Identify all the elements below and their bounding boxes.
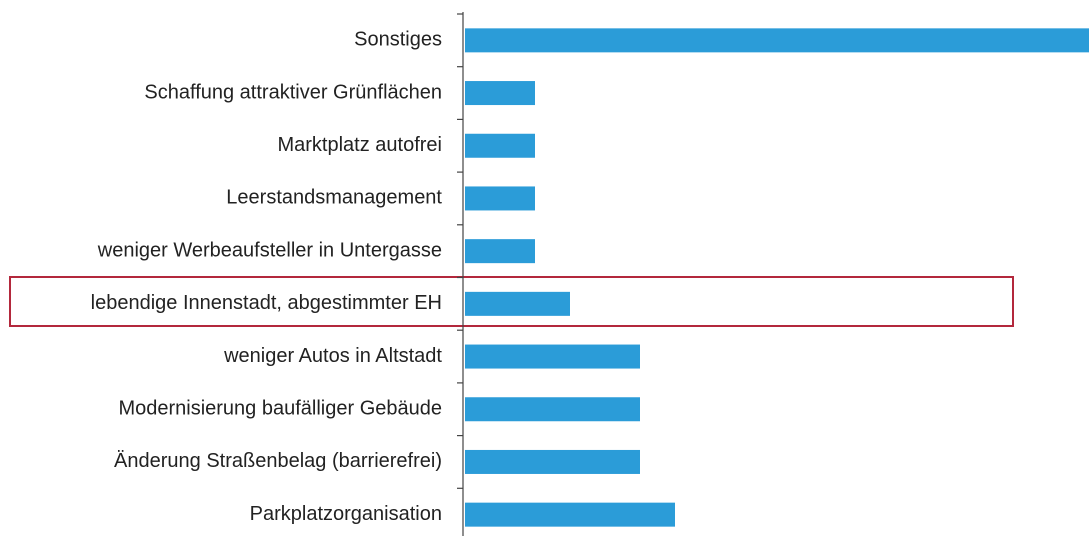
bar xyxy=(465,81,535,106)
bar xyxy=(465,291,570,316)
bar xyxy=(465,449,640,474)
category-label: Änderung Straßenbelag (barrierefrei) xyxy=(114,450,442,472)
bar xyxy=(465,397,640,422)
bar xyxy=(465,239,535,264)
category-label: Sonstiges xyxy=(354,29,442,51)
bar xyxy=(465,133,535,158)
category-label: lebendige Innenstadt, abgestimmter EH xyxy=(91,292,442,314)
category-label: weniger Autos in Altstadt xyxy=(223,345,442,367)
category-label: weniger Werbeaufsteller in Untergasse xyxy=(97,239,442,261)
category-label: Parkplatzorganisation xyxy=(250,503,442,525)
bar xyxy=(465,344,640,369)
category-label: Leerstandsmanagement xyxy=(226,187,442,209)
category-label: Marktplatz autofrei xyxy=(277,134,442,156)
bar xyxy=(465,28,1089,53)
highlight-box xyxy=(9,276,1014,327)
category-label: Schaffung attraktiver Grünflächen xyxy=(144,81,442,103)
category-label: Modernisierung baufälliger Gebäude xyxy=(118,398,442,420)
bar xyxy=(465,502,675,527)
bar xyxy=(465,186,535,211)
